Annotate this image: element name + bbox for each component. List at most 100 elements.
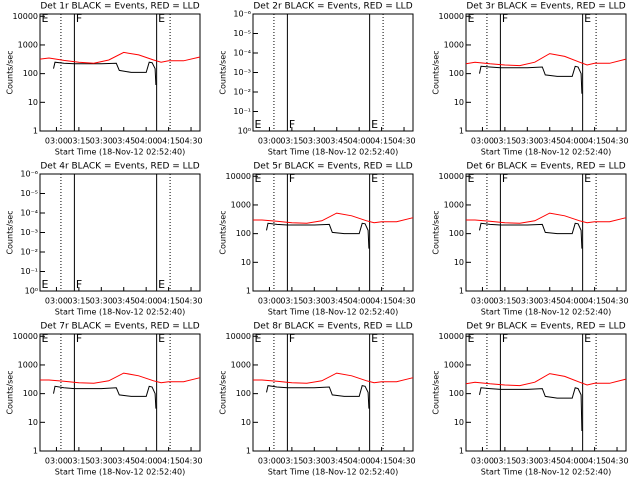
y-tick-label: 10⁻⁵ xyxy=(20,189,38,198)
x-tick-label: 03:30 xyxy=(516,137,539,146)
series-line xyxy=(39,51,201,64)
x-tick-label: 04:15 xyxy=(583,137,606,146)
x-tick-label: 03:30 xyxy=(303,457,326,466)
x-tick-label: 03:30 xyxy=(516,297,539,306)
annotation: F xyxy=(289,332,295,345)
x-axis-label: Start Time (18-Nov-12 02:52:40) xyxy=(268,148,398,157)
y-tick-label: 10 xyxy=(241,418,251,427)
y-tick-label: 10⁻³ xyxy=(20,228,38,237)
chart-title: Det 2r BLACK = Events, RED = LLD xyxy=(253,2,412,12)
x-tick-label: 03:45 xyxy=(538,457,561,466)
y-tick-label: 1 xyxy=(33,127,38,136)
annotation: E xyxy=(371,172,378,185)
x-tick-label: 03:30 xyxy=(516,457,539,466)
x-tick-label: 03:30 xyxy=(90,137,113,146)
y-tick-label: 100 xyxy=(23,69,38,78)
x-tick-label: 04:00 xyxy=(561,137,584,146)
x-tick-label: 04:00 xyxy=(561,457,584,466)
y-tick-label: 10 xyxy=(454,418,464,427)
x-tick-label: 03:45 xyxy=(538,137,561,146)
x-tick-label: 04:15 xyxy=(583,457,606,466)
x-axis-label: Start Time (18-Nov-12 02:52:40) xyxy=(55,468,185,477)
chart-title: Det 6r BLACK = Events, RED = LLD xyxy=(466,162,625,172)
x-tick-label: 04:15 xyxy=(370,137,393,146)
annotation: E xyxy=(41,12,48,25)
plot-frame xyxy=(39,173,201,292)
x-tick-label: 03:45 xyxy=(112,457,135,466)
annotation: E xyxy=(158,278,165,291)
y-tick-label: 10 xyxy=(28,98,38,107)
plot-frame xyxy=(465,333,627,452)
y-axis-label: Counts/sec xyxy=(219,50,228,94)
annotation: E xyxy=(41,278,48,291)
x-tick-label: 04:30 xyxy=(179,297,202,306)
chart-title: Det 5r BLACK = Events, RED = LLD xyxy=(253,162,412,172)
annotation: E xyxy=(467,332,474,345)
x-tick-label: 04:30 xyxy=(392,137,415,146)
y-axis-label: Counts/sec xyxy=(432,370,441,414)
chart-title: Det 3r BLACK = Events, RED = LLD xyxy=(466,2,625,12)
y-tick-label: 100 xyxy=(23,389,38,398)
annotation: E xyxy=(41,332,48,345)
y-tick-label: 10000 xyxy=(13,332,38,341)
annotation: F xyxy=(502,172,508,185)
chart-title: Det 1r BLACK = Events, RED = LLD xyxy=(40,2,199,12)
x-tick-label: 03:00 xyxy=(258,457,281,466)
series-line xyxy=(465,373,627,387)
y-tick-label: 1000 xyxy=(444,360,464,369)
x-tick-label: 03:00 xyxy=(471,137,494,146)
y-tick-label: 10 xyxy=(28,418,38,427)
plot-frame xyxy=(465,173,627,292)
chart-title: Det 4r BLACK = Events, RED = LLD xyxy=(40,162,199,172)
series-line xyxy=(40,372,201,384)
series-line xyxy=(266,222,370,249)
x-tick-label: 03:00 xyxy=(45,297,68,306)
x-tick-label: 03:15 xyxy=(67,297,90,306)
series-line xyxy=(53,385,157,409)
y-tick-label: 10000 xyxy=(226,332,251,341)
y-tick-label: 10⁻⁴ xyxy=(20,209,38,218)
x-tick-label: 04:30 xyxy=(392,297,415,306)
plot-frame xyxy=(252,13,414,132)
y-tick-label: 10⁻⁵ xyxy=(233,29,251,38)
x-tick-label: 03:45 xyxy=(538,297,561,306)
x-tick-label: 04:00 xyxy=(135,457,158,466)
y-tick-label: 10⁻⁴ xyxy=(233,49,251,58)
y-tick-label: 100 xyxy=(236,229,251,238)
y-tick-label: 1 xyxy=(459,127,464,136)
x-tick-label: 04:00 xyxy=(135,297,158,306)
y-tick-label: 100 xyxy=(236,389,251,398)
series-line xyxy=(53,61,157,86)
y-tick-label: 10000 xyxy=(13,12,38,21)
y-tick-label: 1000 xyxy=(18,360,38,369)
annotation: E xyxy=(254,172,261,185)
y-tick-label: 10 xyxy=(454,98,464,107)
series-line xyxy=(479,222,583,249)
y-tick-label: 1 xyxy=(246,287,251,296)
x-axis-label: Start Time (18-Nov-12 02:52:40) xyxy=(268,468,398,477)
annotation: E xyxy=(254,332,261,345)
x-tick-label: 03:45 xyxy=(325,137,348,146)
series-line xyxy=(266,385,370,409)
series-line xyxy=(253,372,414,384)
series-line xyxy=(253,212,414,224)
y-tick-label: 1000 xyxy=(231,360,251,369)
annotation: F xyxy=(76,332,82,345)
annotation: E xyxy=(371,332,378,345)
x-tick-label: 03:15 xyxy=(67,137,90,146)
series-line xyxy=(465,53,627,67)
x-tick-label: 03:15 xyxy=(280,457,303,466)
x-tick-label: 03:30 xyxy=(303,297,326,306)
plot-frame xyxy=(252,173,414,292)
x-tick-label: 04:15 xyxy=(583,297,606,306)
y-tick-label: 10⁻³ xyxy=(233,68,251,77)
y-tick-label: 10⁻² xyxy=(20,248,38,257)
y-tick-label: 1 xyxy=(459,447,464,456)
x-tick-label: 03:15 xyxy=(493,457,516,466)
y-tick-label: 100 xyxy=(449,389,464,398)
x-tick-label: 03:30 xyxy=(90,457,113,466)
x-tick-label: 04:30 xyxy=(392,457,415,466)
y-tick-label: 1000 xyxy=(444,40,464,49)
x-tick-label: 03:30 xyxy=(90,297,113,306)
x-tick-label: 04:00 xyxy=(135,137,158,146)
